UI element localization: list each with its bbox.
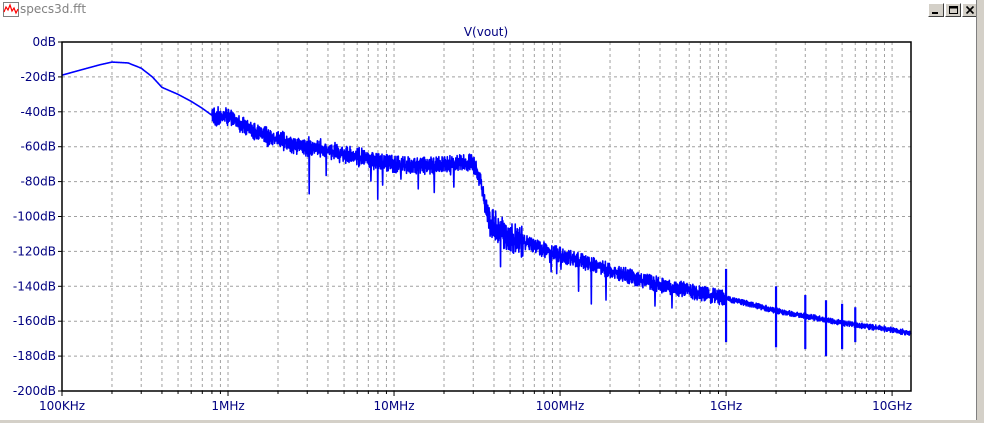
trace-vout <box>61 61 912 336</box>
grid <box>62 42 911 391</box>
trace-layer <box>61 61 912 357</box>
window-bottom-frame <box>0 420 984 423</box>
minimize-button[interactable] <box>928 3 944 17</box>
y-tick-label: -140dB <box>13 279 56 293</box>
x-axis: 100KHz 1MHz 10MHz 100MHz 1GHz 10GHz <box>39 391 912 413</box>
window-title: specs3d.fft <box>20 2 87 16</box>
y-tick-label: 0dB <box>33 35 56 49</box>
x-tick-label: 100KHz <box>39 399 85 413</box>
y-tick-label: -80dB <box>21 175 56 189</box>
window-right-frame <box>976 0 984 423</box>
y-tick-label: -40dB <box>21 105 56 119</box>
y-tick-label: -180dB <box>13 349 56 363</box>
x-tick-label: 10GHz <box>872 399 912 413</box>
restore-icon <box>949 6 958 14</box>
x-tick-label: 100MHz <box>536 399 585 413</box>
y-tick-label: -200dB <box>13 384 56 398</box>
restore-button[interactable] <box>945 3 961 17</box>
x-tick-label: 1MHz <box>211 399 244 413</box>
y-tick-label: -100dB <box>13 210 56 224</box>
chart-title[interactable]: V(vout) <box>464 25 508 39</box>
minimize-icon <box>932 12 938 14</box>
y-tick-label: -60dB <box>21 140 56 154</box>
x-tick-label: 1GHz <box>710 399 742 413</box>
fft-chart[interactable]: 0dB -20dB -40dB -60dB -80dB -100dB -120dB -140d… <box>0 20 976 420</box>
y-tick-label: -120dB <box>13 244 56 258</box>
y-tick-label: -160dB <box>13 314 56 328</box>
y-axis: 0dB -20dB -40dB -60dB -80dB -100dB -120dB -140d… <box>13 35 62 398</box>
plot-pane[interactable]: 0dB -20dB -40dB -60dB -80dB -100dB -120dB -140d… <box>0 20 984 423</box>
close-icon <box>965 5 975 15</box>
y-tick-label: -20dB <box>21 70 56 84</box>
title-bar[interactable]: specs3d.fft <box>0 0 984 21</box>
waveform-icon <box>3 2 19 17</box>
x-tick-label: 10MHz <box>374 399 415 413</box>
